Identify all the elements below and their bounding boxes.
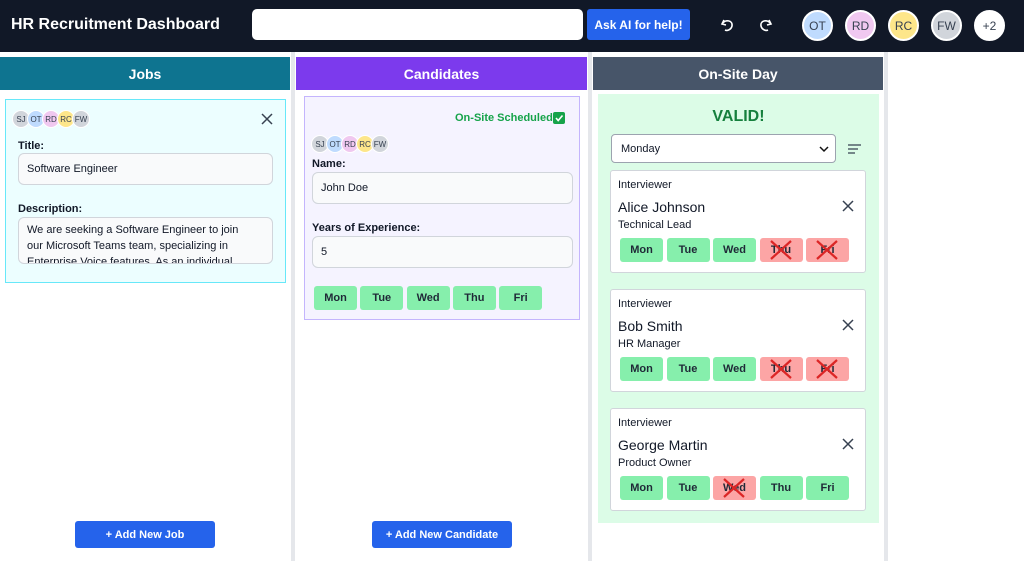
day-button[interactable]: Tue [666,476,710,500]
interviewer-name: Alice Johnson [618,199,706,215]
status-text: On-Site Scheduled [455,112,553,124]
ai-button[interactable]: Ask AI for help! [587,9,690,40]
day-button[interactable]: Mon [620,476,663,500]
day-button[interactable]: Thu [759,238,803,262]
user-avatar: FW [371,135,389,153]
candidates-header: Candidates [296,57,587,90]
day-text: Tue [678,363,698,375]
day-text: Fri [820,482,835,494]
interviewer-role: HR Manager [618,338,681,350]
day-button[interactable]: Wed [713,357,756,381]
day-text: Mon [630,482,653,494]
column-divider [884,52,888,561]
day-button[interactable]: Thu [759,357,803,381]
unavailable-cross [723,478,745,498]
description-textarea[interactable]: We are seeking a Software Engineer to jo… [18,217,273,264]
user-avatar: FW [72,110,90,128]
interviewer-card: Interviewer George Martin Product Owner Mon… [610,408,866,511]
day-button[interactable]: Mon [620,357,663,381]
day-text: Thu [770,482,792,494]
close-icon[interactable] [841,437,855,451]
user-avatar[interactable]: OT [802,10,833,41]
undo-icon[interactable] [719,16,737,34]
day-button[interactable]: Tue [666,357,710,381]
day-button[interactable]: Tue [360,286,404,310]
close-icon[interactable] [260,112,274,126]
title-input[interactable]: Software Engineer [18,153,273,185]
unavailable-cross [769,240,792,260]
day-button[interactable]: Wed [713,238,756,262]
unavailable-cross [816,240,838,260]
interviewer-name: Bob Smith [618,318,683,334]
interviewer-role: Product Owner [618,457,692,469]
interviewer-name: George Martin [618,437,708,453]
day-text: Mon [630,244,653,256]
experience-label: Years of Experience: [312,222,421,234]
candidate-card: On-Site Scheduled SJ OT RD RC FW Name: John … [304,96,580,320]
name-label: Name: [312,158,346,170]
day-button[interactable]: Fri [806,476,849,500]
redo-icon[interactable] [756,16,774,34]
day-button[interactable]: Thu [759,476,803,500]
validation-status: VALID! [712,108,765,125]
top-bar: HR Recruitment Dashboard Ask AI for help… [0,0,1024,52]
unavailable-cross [769,359,792,379]
add-job-button[interactable]: + Add New Job [75,521,215,548]
day-button[interactable]: Thu [452,286,496,310]
user-avatar: RC [57,110,75,128]
select-arrow [819,146,829,153]
description-label: Description: [18,203,83,215]
day-button[interactable]: Wed [713,476,756,500]
day-button[interactable]: Mon [314,286,357,310]
interviewer-card: Interviewer Alice Johnson Technical Lead Mo… [610,170,866,273]
user-avatar[interactable]: FW [931,10,962,41]
add-candidate-button[interactable]: + Add New Candidate [372,521,512,548]
interviewer-label: Interviewer [618,179,672,191]
day-button[interactable]: Tue [666,238,710,262]
interviewer-label: Interviewer [618,417,672,429]
user-avatar[interactable]: +2 [974,10,1005,41]
day-text: Wed [722,244,747,256]
ai-input[interactable] [252,9,583,40]
status-checkbox[interactable] [553,112,565,124]
day-button[interactable]: Fri [806,357,849,381]
day-button[interactable]: Wed [406,286,450,310]
user-avatar[interactable]: RD [845,10,876,41]
day-button[interactable]: Fri [499,286,543,310]
day-text: Wed [722,363,747,375]
day-text: Tue [678,244,698,256]
sort-icon[interactable] [848,144,861,154]
interviewer-card: Interviewer Bob Smith HR Manager Mon Tue Wed T… [610,289,866,392]
day-button[interactable]: Fri [806,238,849,262]
user-avatar[interactable]: RC [888,10,919,41]
column-divider [588,52,592,561]
day-text: Tue [678,482,698,494]
experience-input[interactable]: 5 [312,236,573,268]
close-glyph [842,319,854,331]
jobs-header: Jobs [0,57,290,90]
day-text: Mon [630,363,653,375]
day-select[interactable]: Monday [611,134,836,163]
job-card: SJ OT RD RC FW Title: Software Engineer Desc… [5,99,286,283]
column-divider [291,52,295,561]
unavailable-cross [816,359,838,379]
close-icon[interactable] [841,199,855,213]
close-glyph [842,200,854,212]
day-button[interactable]: Mon [620,238,663,262]
onsite-header: On-Site Day [593,57,883,90]
selected-day: Monday [621,142,661,155]
user-avatar: RD [341,135,359,153]
close-icon[interactable] [841,318,855,332]
onsite-panel: VALID! Monday Interviewer Alice Johnson Te… [598,94,879,523]
title-label: Title: [18,140,45,152]
name-input[interactable]: John Doe [312,172,573,204]
close-glyph [842,438,854,450]
app-title: HR Recruitment Dashboard [11,16,220,33]
interviewer-role: Technical Lead [618,219,692,231]
interviewer-label: Interviewer [618,298,672,310]
